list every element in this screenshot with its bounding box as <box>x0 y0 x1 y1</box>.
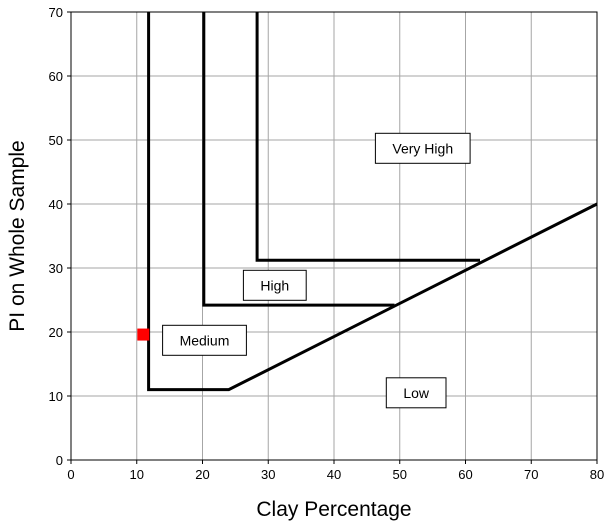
zone-label-box <box>374 132 471 164</box>
zone-label: High <box>242 269 307 301</box>
y-tick-label: 60 <box>49 69 63 84</box>
zone-label-text: High <box>260 277 289 293</box>
zone-label-text: Very High <box>392 140 453 156</box>
x-tick-label: 30 <box>261 467 275 482</box>
x-tick-label: 70 <box>524 467 538 482</box>
y-tick-label: 30 <box>49 261 63 276</box>
zone-boundary-line <box>147 12 598 392</box>
data-point-marker <box>137 328 150 341</box>
x-tick-label: 50 <box>393 467 407 482</box>
zone-label: Low <box>385 377 447 409</box>
y-tick-label: 40 <box>49 197 63 212</box>
y-tick-label: 70 <box>49 5 63 20</box>
zone-label: Medium <box>162 324 247 356</box>
y-tick-label: 10 <box>49 389 63 404</box>
y-tick-label: 0 <box>56 453 63 468</box>
y-axis-title: PI on Whole Sample <box>6 140 29 331</box>
x-tick-label: 20 <box>195 467 209 482</box>
tick-labels: 0 10 20 30 40 50 60 70 80 0 10 20 30 40 50 60 70 <box>49 5 605 482</box>
zone-boundary-line <box>202 12 395 307</box>
zone-label-text: Low <box>403 385 430 401</box>
zone-label: Very High <box>374 132 471 164</box>
y-tick-label: 50 <box>49 133 63 148</box>
plot-frame <box>70 11 598 461</box>
x-tick-label: 80 <box>590 467 604 482</box>
zone-label-text: Medium <box>180 332 230 348</box>
x-tick-label: 60 <box>458 467 472 482</box>
zone-label-box <box>162 324 247 356</box>
x-tick-label: 0 <box>67 467 74 482</box>
y-tick-label: 20 <box>49 325 63 340</box>
zone-label-box <box>242 269 307 301</box>
zone-labels: Low Medium High Very High <box>162 132 471 409</box>
x-tick-label: 10 <box>130 467 144 482</box>
zone-boundaries <box>147 12 598 392</box>
zone-boundary-line <box>255 12 480 262</box>
x-tick-label: 40 <box>327 467 341 482</box>
x-axis-title: Clay Percentage <box>256 498 411 521</box>
zone-label-box <box>385 377 447 409</box>
marker-layer <box>137 328 150 341</box>
